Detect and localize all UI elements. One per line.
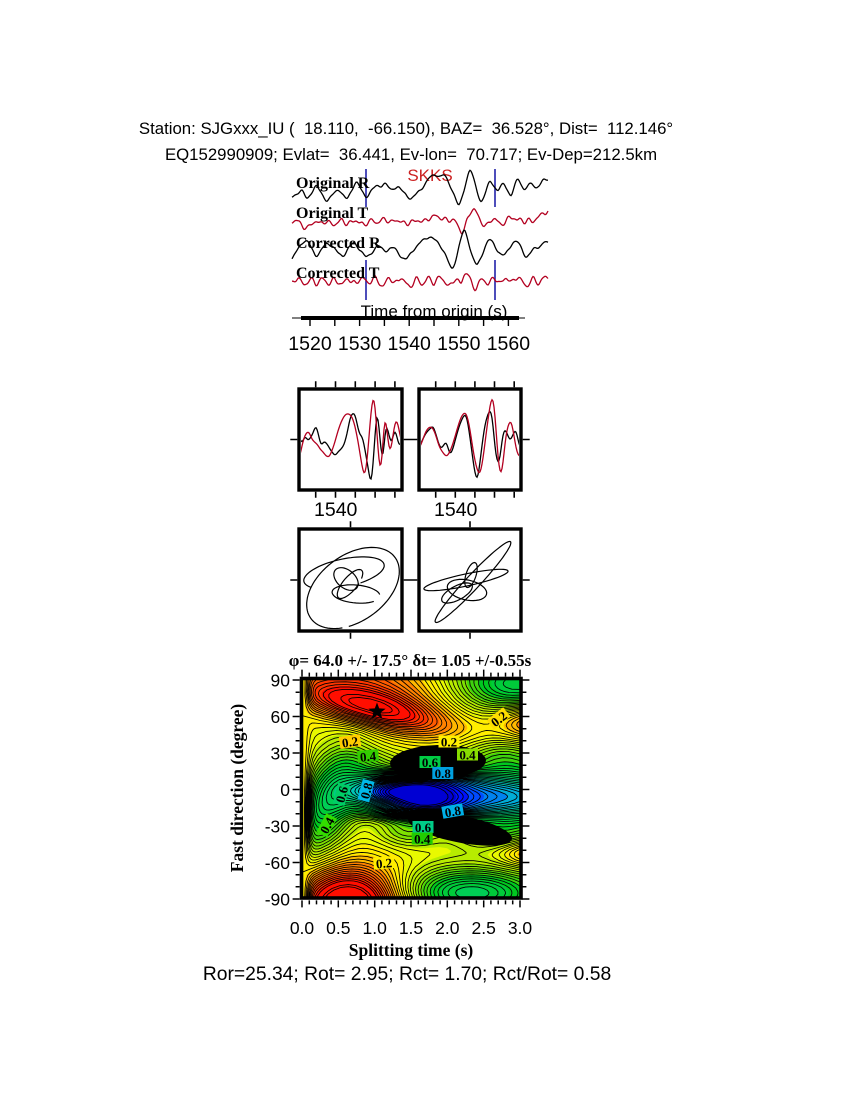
svg-text:2.5: 2.5 <box>472 918 496 938</box>
svg-text:-60: -60 <box>265 853 291 873</box>
svg-text:0.6: 0.6 <box>332 784 351 804</box>
svg-text:0.6: 0.6 <box>422 755 439 770</box>
svg-text:Splitting time (s): Splitting time (s) <box>349 940 474 960</box>
svg-text:1560: 1560 <box>487 333 531 355</box>
svg-text:-90: -90 <box>265 889 291 909</box>
svg-text:60: 60 <box>271 707 291 727</box>
svg-text:1530: 1530 <box>338 333 382 355</box>
svg-text:φ= 64.0 +/- 17.5° δt= 1.05 +/-: φ= 64.0 +/- 17.5° δt= 1.05 +/-0.55s <box>289 651 532 670</box>
svg-text:Original T: Original T <box>296 205 368 222</box>
svg-text:0.8: 0.8 <box>443 803 462 821</box>
svg-text:-30: -30 <box>265 816 291 836</box>
svg-text:1550: 1550 <box>437 333 481 355</box>
svg-text:1.5: 1.5 <box>399 918 423 938</box>
svg-text:90: 90 <box>271 670 291 690</box>
svg-text:EQ152990909; Evlat= 36.441, E: EQ152990909; Evlat= 36.441, Ev-lon= 70.7… <box>165 145 657 164</box>
svg-text:1520: 1520 <box>288 333 332 355</box>
svg-text:30: 30 <box>271 743 291 763</box>
svg-text:0: 0 <box>280 780 290 800</box>
svg-text:Ror=25.34; Rot= 2.95; Rct= 1.7: Ror=25.34; Rot= 2.95; Rct= 1.70; Rct/Rot… <box>203 964 611 985</box>
svg-text:Corrected R: Corrected R <box>296 235 381 252</box>
svg-text:Time from origin (s): Time from origin (s) <box>361 302 508 321</box>
svg-text:Corrected T: Corrected T <box>296 265 380 282</box>
svg-text:1.0: 1.0 <box>363 918 388 938</box>
svg-text:0.2: 0.2 <box>375 855 392 871</box>
svg-text:0.2: 0.2 <box>441 735 457 750</box>
svg-text:0.8: 0.8 <box>435 766 452 781</box>
svg-text:1540: 1540 <box>388 333 432 355</box>
svg-text:SKKS: SKKS <box>407 166 452 185</box>
svg-text:0.5: 0.5 <box>326 918 350 938</box>
svg-text:0.2: 0.2 <box>341 733 359 750</box>
svg-text:0.6: 0.6 <box>415 820 432 835</box>
svg-text:Fast direction (degree): Fast direction (degree) <box>227 704 247 873</box>
svg-text:1540: 1540 <box>314 499 358 521</box>
svg-text:0.4: 0.4 <box>317 814 338 836</box>
svg-text:Original R: Original R <box>296 175 370 192</box>
svg-text:3.0: 3.0 <box>508 918 533 938</box>
svg-text:0.4: 0.4 <box>414 832 431 847</box>
svg-text:0.8: 0.8 <box>357 780 376 800</box>
svg-text:0.0: 0.0 <box>290 918 315 938</box>
svg-text:Station: SJGxxx_IU ( 18.110,: Station: SJGxxx_IU ( 18.110, -66.150), B… <box>139 119 673 138</box>
svg-text:2.0: 2.0 <box>435 918 460 938</box>
svg-text:1540: 1540 <box>434 499 478 521</box>
svg-text:0.4: 0.4 <box>459 748 476 763</box>
svg-text:0.4: 0.4 <box>359 748 377 764</box>
